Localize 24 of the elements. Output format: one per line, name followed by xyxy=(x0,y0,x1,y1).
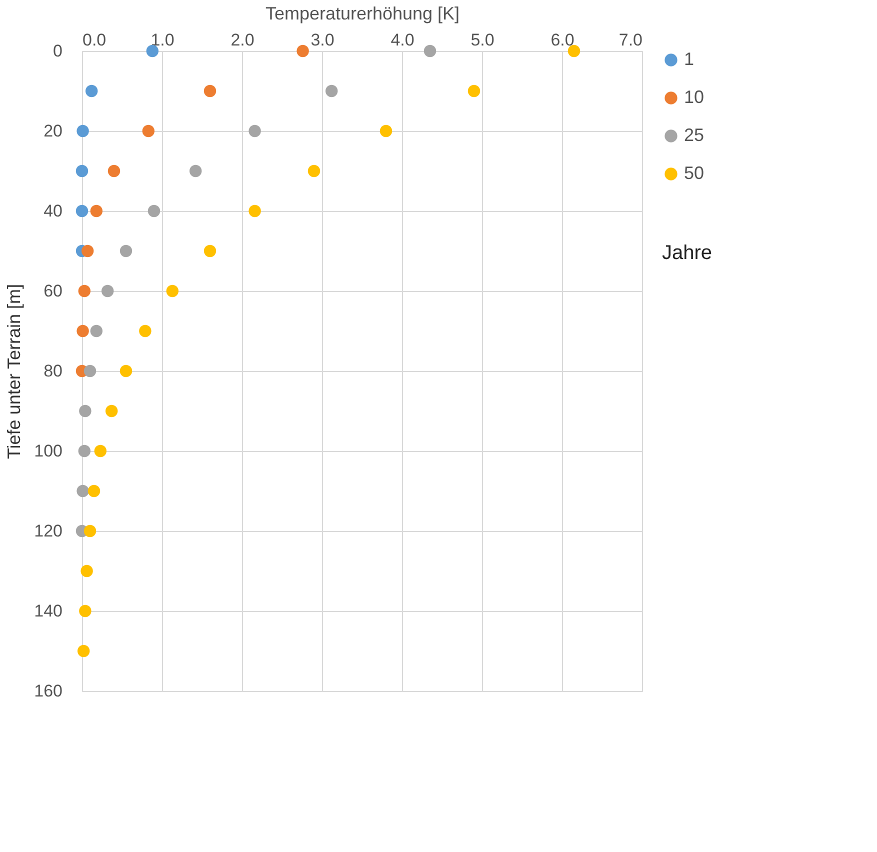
y-tick-label: 20 xyxy=(44,122,62,140)
legend-label: 50 xyxy=(684,163,704,183)
x-tick-label: 0.0 xyxy=(82,30,106,50)
legend-label: 25 xyxy=(684,125,704,145)
x-tick-label: 6.0 xyxy=(550,30,574,50)
x-axis-title: Temperaturerhöhung [K] xyxy=(265,4,460,24)
x-tick-label: 5.0 xyxy=(470,30,494,50)
x-tick-label: 3.0 xyxy=(310,30,334,50)
legend-title: Jahre xyxy=(662,242,712,264)
y-tick-label: 100 xyxy=(34,442,62,460)
x-tick-label: 7.0 xyxy=(618,30,642,50)
y-tick-label: 0 xyxy=(53,42,62,60)
y-tick-label: 140 xyxy=(34,602,62,620)
y-tick-label: 80 xyxy=(44,362,62,380)
y-tick-label: 120 xyxy=(34,522,62,540)
x-tick-label: 4.0 xyxy=(390,30,414,50)
y-axis-title: Tiefe unter Terrain [m] xyxy=(4,284,24,460)
legend-label: 1 xyxy=(684,49,694,69)
legend-label: 10 xyxy=(684,87,704,107)
y-tick-label: 60 xyxy=(44,282,62,300)
x-tick-label: 2.0 xyxy=(230,30,254,50)
x-tick-label: 1.0 xyxy=(150,30,174,50)
y-tick-label: 160 xyxy=(34,682,62,700)
y-tick-label: 40 xyxy=(44,202,62,220)
